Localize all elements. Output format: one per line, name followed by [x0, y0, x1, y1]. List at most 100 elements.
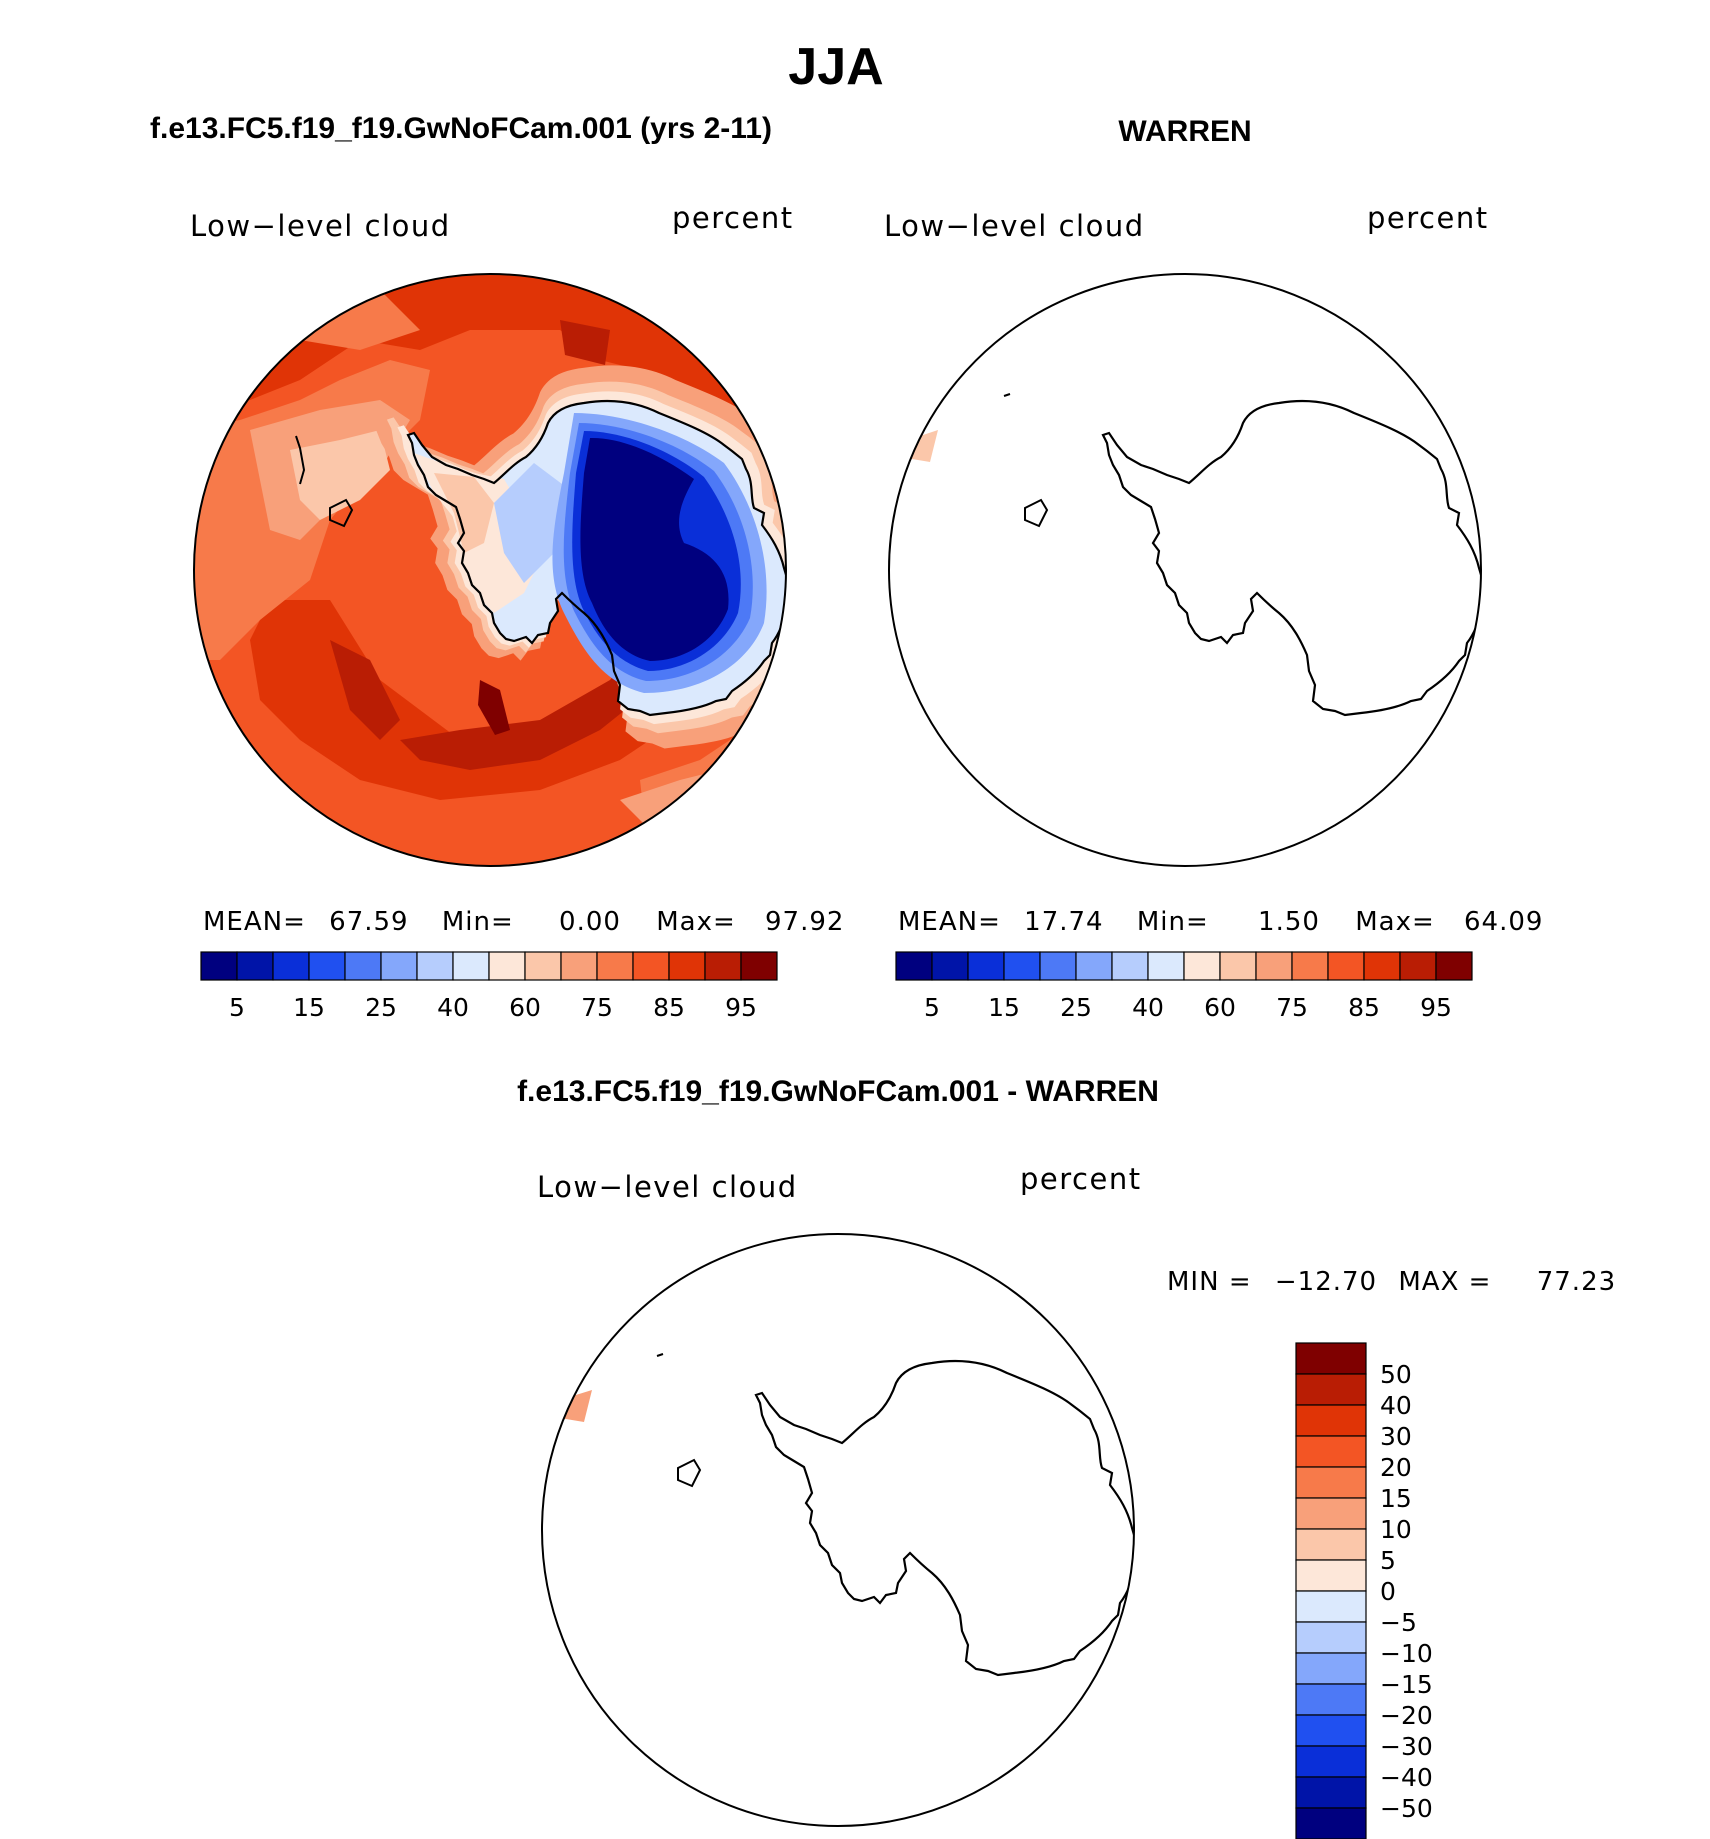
colorbar-swatch [1295, 1683, 1367, 1716]
stat-min-value: 1.50 [1258, 907, 1320, 937]
colorbar-swatch [895, 951, 933, 981]
coastline [677, 1458, 702, 1488]
panel-obs-colorbar: 5 15 25 40 60 75 85 95 [895, 951, 1473, 1022]
colorbar-swatch [1295, 1652, 1367, 1685]
field-patch [560, 320, 610, 365]
colorbar-tick-label: 40 [1132, 993, 1164, 1022]
field-patch [434, 473, 494, 553]
colorbar-swatch [1255, 951, 1293, 981]
colorbar-swatch [344, 951, 382, 981]
panel-model-case-title: f.e13.FC5.f19_f19.GwNoFCam.001 (yrs 2-11… [150, 112, 772, 145]
panel-diff-units-label: percent [1020, 1162, 1142, 1196]
stat-min-value: −12.70 [1275, 1267, 1377, 1297]
colorbar-swatch [200, 951, 238, 981]
stat-max-label: Max= [1355, 907, 1435, 937]
panel-diff-map [542, 1234, 1134, 1826]
colorbar-swatch [1295, 1342, 1367, 1375]
colorbar-swatch [380, 951, 418, 981]
colorbar-tick-label: −30 [1380, 1732, 1433, 1761]
colorbar-swatch [1295, 1466, 1367, 1499]
colorbar-tick-label: 75 [581, 993, 613, 1022]
colorbar-swatch [1039, 951, 1077, 981]
stat-max-label: MAX = [1398, 1267, 1491, 1297]
colorbar-swatch [452, 951, 490, 981]
colorbar-swatch [1295, 1714, 1367, 1747]
stat-max-label: Max= [656, 907, 736, 937]
colorbar-tick-label: 5 [924, 993, 940, 1022]
coastline [1024, 498, 1049, 528]
colorbar-tick-label: 20 [1380, 1453, 1412, 1482]
colorbar-swatch [1295, 1807, 1367, 1839]
colorbar-swatch [1183, 951, 1221, 981]
panel-obs-map-border [888, 273, 1482, 867]
panel-model-variable-label: Low−level cloud [190, 209, 451, 243]
colorbar-swatch [236, 951, 274, 981]
colorbar-swatch [1295, 1373, 1367, 1406]
panel-diff: f.e13.FC5.f19_f19.GwNoFCam.001 - WARREN … [517, 1075, 1616, 1839]
stat-max-value: 77.23 [1537, 1267, 1616, 1297]
panel-diff-stats: MIN = −12.70 MAX = 77.23 [1167, 1267, 1616, 1297]
panel-model-stats: MEAN= 67.59 Min= 0.00 Max= 97.92 [203, 907, 844, 937]
coastline [1003, 393, 1011, 397]
colorbar-swatch [1291, 951, 1329, 981]
colorbar-swatch [272, 951, 310, 981]
field-patch [290, 430, 390, 520]
colorbar-tick-label: 15 [1380, 1484, 1412, 1513]
colorbar-tick-label: 60 [1204, 993, 1236, 1022]
colorbar-swatch [1219, 951, 1257, 981]
colorbar-tick-label: 40 [1380, 1391, 1412, 1420]
ocean-field [542, 1234, 1134, 1826]
colorbar-tick-label: 40 [437, 993, 469, 1022]
field-patch [330, 640, 400, 740]
field-patch [580, 437, 729, 661]
colorbar-swatch [931, 951, 969, 981]
colorbar-swatch [488, 951, 526, 981]
stat-min-label: MIN = [1167, 1267, 1252, 1297]
colorbar-tick-label: −5 [1380, 1608, 1417, 1637]
stat-mean-label: MEAN= [898, 907, 1001, 937]
stat-min-value: 0.00 [559, 907, 621, 937]
colorbar-swatch [1295, 1404, 1367, 1437]
panel-model: f.e13.FC5.f19_f19.GwNoFCam.001 (yrs 2-11… [150, 112, 844, 1022]
colorbar-swatch [560, 951, 598, 981]
colorbar-tick-label: 15 [293, 993, 325, 1022]
colorbar-tick-label: 75 [1276, 993, 1308, 1022]
coastline [656, 1353, 664, 1357]
panel-model-map [194, 274, 786, 866]
stat-max-value: 97.92 [765, 907, 844, 937]
colorbar-swatch [1295, 1528, 1367, 1561]
colorbar-tick-label: 50 [1380, 1360, 1412, 1389]
colorbar-swatch [1327, 951, 1365, 981]
colorbar-swatch [1363, 951, 1401, 981]
colorbar-tick-label: 30 [1380, 1422, 1412, 1451]
colorbar-swatch [1295, 1497, 1367, 1530]
stat-max-value: 64.09 [1464, 907, 1543, 937]
colorbar-tick-label: 25 [1060, 993, 1092, 1022]
colorbar-swatch [596, 951, 634, 981]
colorbar-swatch [704, 951, 742, 981]
colorbar-swatch [1147, 951, 1185, 981]
panel-obs-map [889, 274, 1481, 866]
colorbar-swatch [1399, 951, 1437, 981]
colorbar-tick-label: 5 [229, 993, 245, 1022]
ocean-field [889, 274, 1481, 866]
colorbar-swatch [1295, 1621, 1367, 1654]
colorbar-swatch [1295, 1745, 1367, 1778]
colorbar-tick-label: 15 [988, 993, 1020, 1022]
panel-diff-map-border [541, 1233, 1135, 1827]
field-patch [478, 680, 510, 735]
colorbar-tick-label: 5 [1380, 1546, 1396, 1575]
colorbar-tick-label: −40 [1380, 1763, 1433, 1792]
colorbar-tick-label: −10 [1380, 1639, 1433, 1668]
coastline [329, 498, 354, 528]
colorbar-tick-label: 85 [1348, 993, 1380, 1022]
coastline [295, 435, 306, 485]
panel-model-units-label: percent [672, 201, 794, 235]
colorbar-swatch [740, 951, 778, 981]
panel-obs-variable-label: Low−level cloud [884, 209, 1145, 243]
colorbar-tick-label: −20 [1380, 1701, 1433, 1730]
colorbar-swatch [668, 951, 706, 981]
panel-diff-variable-label: Low−level cloud [537, 1170, 798, 1204]
colorbar-tick-label: 0 [1380, 1577, 1396, 1606]
